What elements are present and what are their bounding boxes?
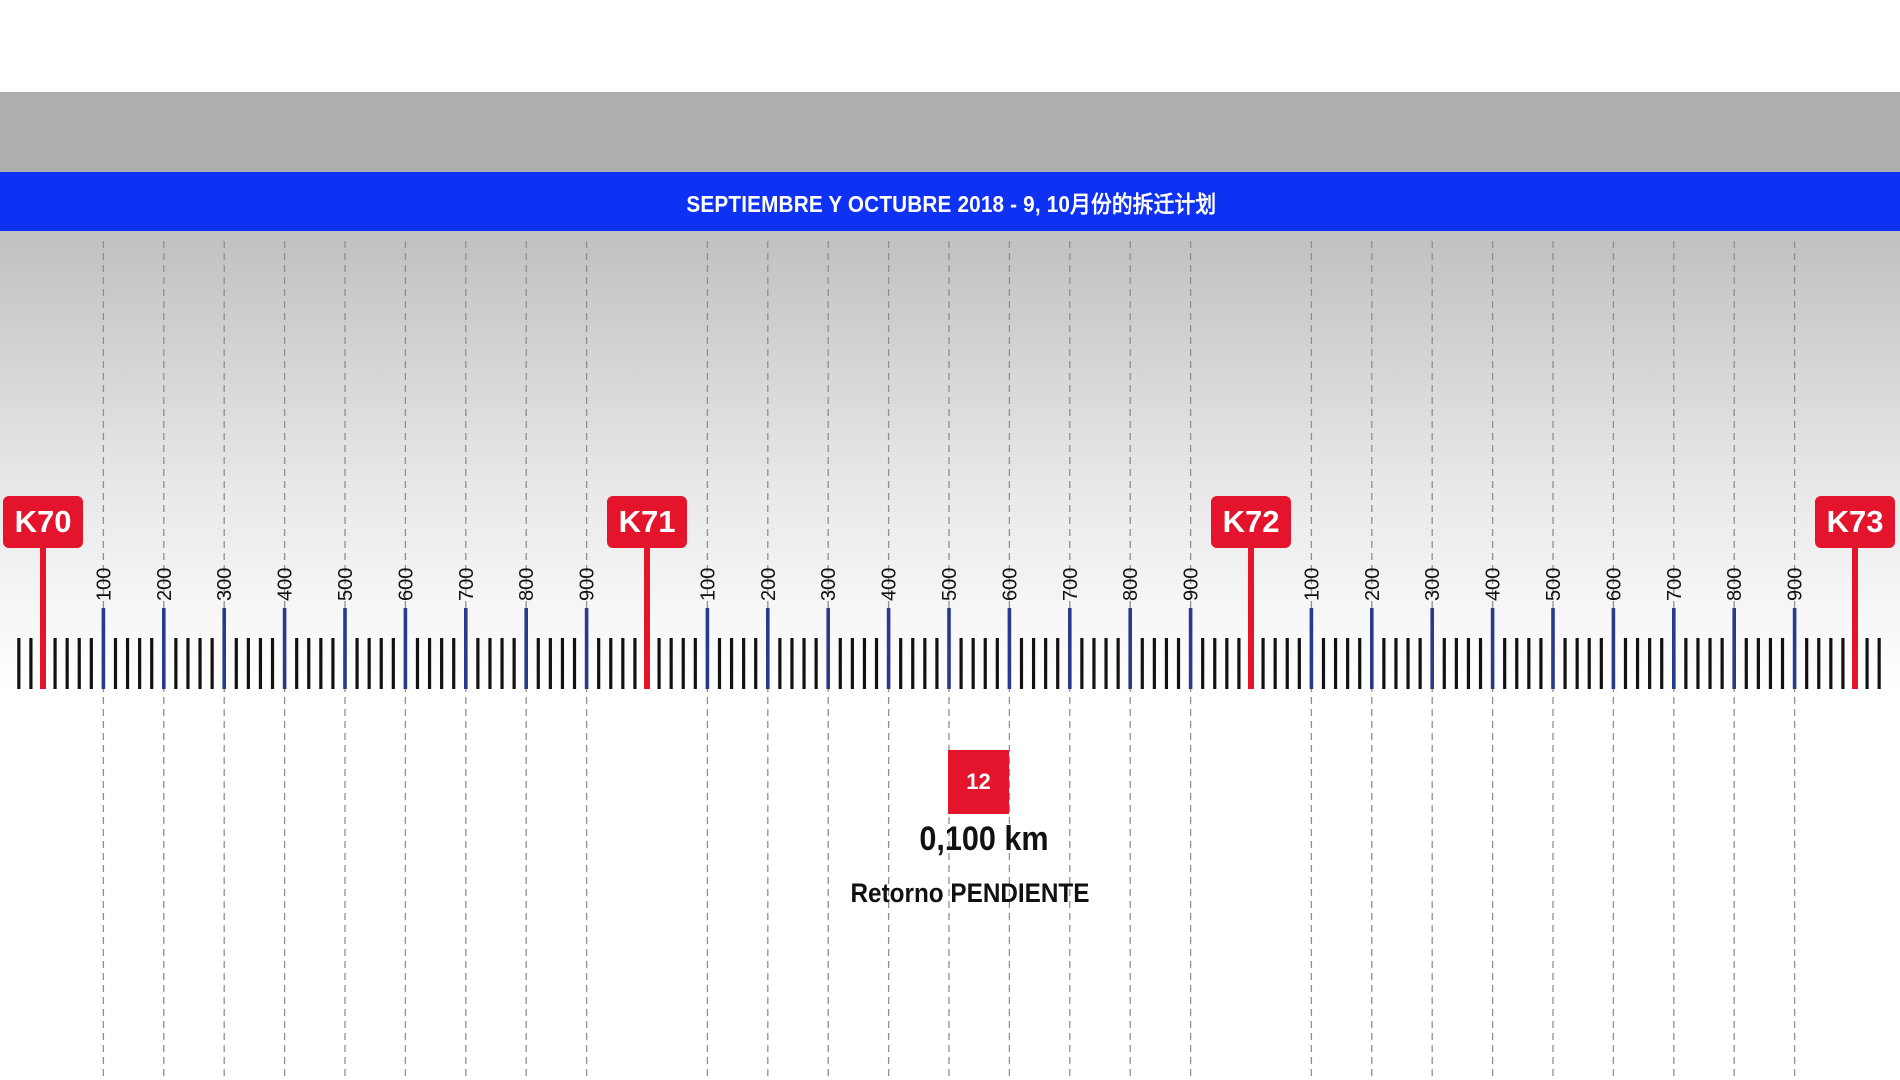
sub-tick-label: 700 <box>456 568 478 601</box>
sub-tick-label: 900 <box>1181 568 1203 601</box>
sub-tick-label: 500 <box>939 568 961 601</box>
km-marker-badge <box>3 496 83 548</box>
sub-tick-label: 100 <box>1301 568 1323 601</box>
sub-tick-label: 800 <box>1724 568 1746 601</box>
km-marker-label: K72 <box>1223 504 1280 539</box>
sub-tick-label: 500 <box>1543 568 1565 601</box>
sub-tick-label: 300 <box>214 568 236 601</box>
sub-tick-label: 600 <box>999 568 1021 601</box>
sub-tick-label: 900 <box>577 568 599 601</box>
sub-tick-label: 400 <box>879 568 901 601</box>
item-status: Retorno PENDIENTE <box>850 878 1090 908</box>
sub-tick-label: 700 <box>1060 568 1082 601</box>
title-text: SEPTIEMBRE Y OCTUBRE 2018 - 9, 10月份的拆迁计划 <box>686 190 1216 217</box>
sub-tick-label: 800 <box>516 568 538 601</box>
sub-tick-label: 700 <box>1664 568 1686 601</box>
sub-tick-label: 900 <box>1785 568 1807 601</box>
km-marker-label: K71 <box>619 504 676 539</box>
item-number-badge: 12 <box>948 750 1009 814</box>
km-marker-badge <box>1815 496 1895 548</box>
top-gray-band <box>0 92 1900 172</box>
sub-tick-label: 200 <box>154 568 176 601</box>
km-marker-badge <box>1211 496 1291 548</box>
sub-tick-label: 600 <box>1603 568 1625 601</box>
sub-tick-label: 300 <box>1422 568 1444 601</box>
sub-tick-label: 300 <box>818 568 840 601</box>
sub-tick-label: 400 <box>275 568 297 601</box>
sub-tick-label: 500 <box>335 568 357 601</box>
title-banner: SEPTIEMBRE Y OCTUBRE 2018 - 9, 10月份的拆迁计划 <box>0 172 1900 231</box>
km-marker-label: K73 <box>1827 504 1884 539</box>
sub-tick-label: 400 <box>1483 568 1505 601</box>
km-marker-label: K70 <box>15 504 72 539</box>
km-marker-badge <box>607 496 687 548</box>
sub-tick-label: 800 <box>1120 568 1142 601</box>
scale-graphic: 100 200 300 400 500 600 700 800 900 100 200 300 400 5… <box>3 241 1895 1080</box>
sub-tick-label: 200 <box>1362 568 1384 601</box>
item-distance: 0,100 km <box>919 820 1049 858</box>
sub-tick-label: 200 <box>758 568 780 601</box>
sub-tick-label: 100 <box>697 568 719 601</box>
kilometer-scale: 100 200 300 400 500 600 700 800 900 100 200 300 400 5… <box>0 231 1900 1080</box>
sub-tick-label: 600 <box>395 568 417 601</box>
sub-tick-label: 100 <box>93 568 115 601</box>
